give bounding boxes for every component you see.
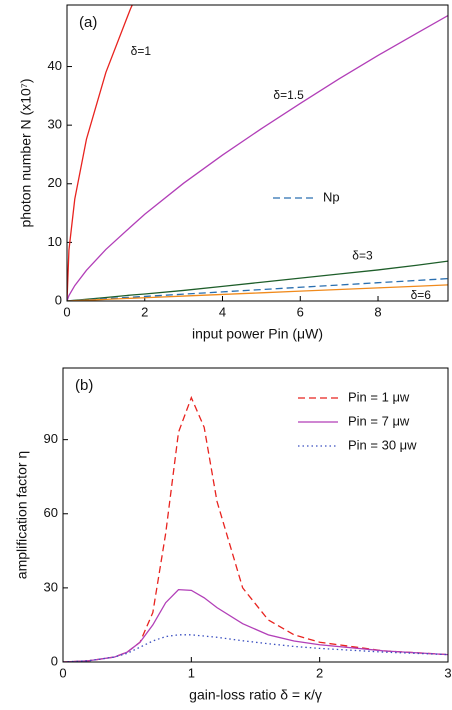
axes-frame — [62, 367, 449, 663]
x-axis-label: gain-loss ratio δ = κ/γ — [189, 687, 322, 703]
x-tick-label: 0 — [63, 304, 70, 319]
annotation: δ=1 — [131, 44, 152, 58]
x-axis-label: input power Pin (μW) — [192, 326, 323, 342]
y-axis-label: amplification factor η — [14, 451, 30, 579]
y-tick-label: 30 — [44, 579, 58, 594]
panel-label: (a) — [79, 14, 97, 31]
series-line — [67, 14, 448, 301]
y-tick-label: 10 — [48, 234, 62, 249]
y-tick-label: 20 — [48, 175, 62, 190]
annotation: δ=3 — [352, 249, 373, 263]
y-axis-label: photon number N (x10⁷) — [18, 78, 34, 227]
x-tick-label: 2 — [316, 665, 323, 680]
x-tick-label: 0 — [59, 665, 66, 680]
series-group — [63, 395, 448, 662]
y-tick-label: 0 — [55, 292, 62, 307]
series-group — [67, 5, 448, 301]
y-tick-label: 0 — [51, 653, 58, 668]
y-tick-label: 90 — [44, 431, 58, 446]
series-line — [63, 634, 448, 662]
x-tick-label: 3 — [444, 665, 451, 680]
y-tick-label: 60 — [44, 505, 58, 520]
legend-label: Pin = 7 μw — [348, 413, 410, 428]
y-tick-label: 40 — [48, 58, 62, 73]
series-line — [67, 5, 133, 301]
x-tick-label: 2 — [141, 304, 148, 319]
annotation: δ=6 — [411, 288, 432, 302]
x-tick-label: 1 — [188, 665, 195, 680]
panel-label: (b) — [75, 377, 93, 394]
legend-label: Np — [323, 189, 340, 204]
series-line — [63, 588, 448, 662]
annotation: δ=1.5 — [273, 88, 304, 102]
axes-frame — [66, 4, 449, 302]
series-line — [67, 260, 448, 301]
series-line — [67, 277, 448, 301]
legend-label: Pin = 1 μw — [348, 389, 410, 404]
series-line — [67, 284, 448, 301]
legend-label: Pin = 30 μw — [348, 437, 417, 452]
x-tick-label: 4 — [219, 304, 226, 319]
x-tick-label: 6 — [297, 304, 304, 319]
y-tick-label: 30 — [48, 117, 62, 132]
x-tick-label: 8 — [374, 304, 381, 319]
